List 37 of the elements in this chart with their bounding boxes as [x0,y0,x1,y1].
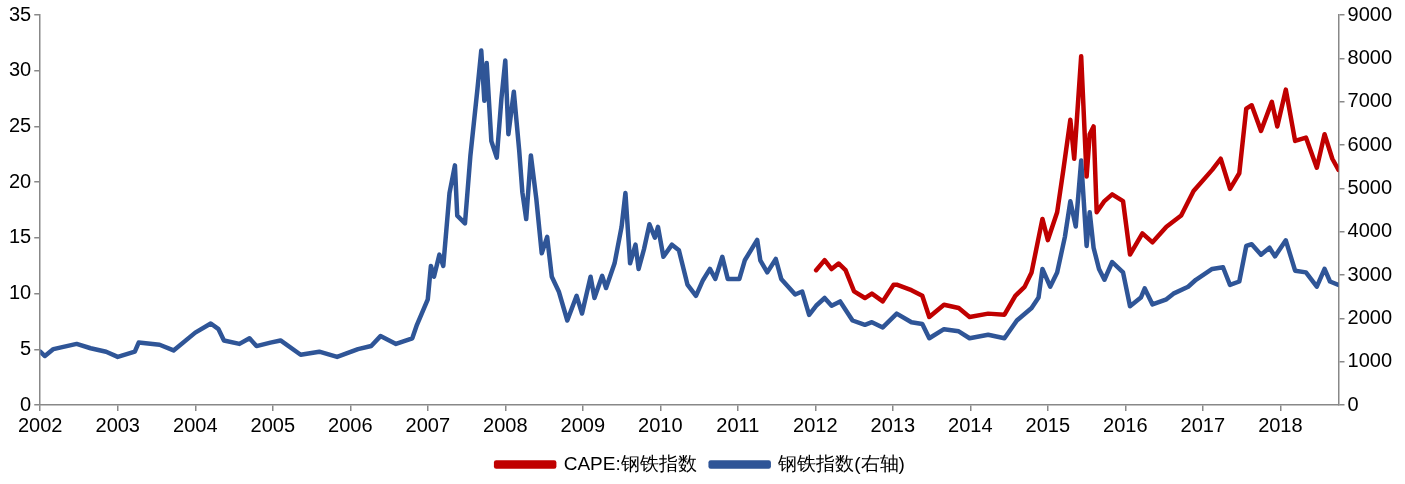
x-tick-label: 2004 [173,413,218,436]
y-tick-label: 35 [9,2,32,25]
y2-tick-label: 8000 [1347,45,1393,68]
y2-tick-label: 6000 [1347,132,1393,155]
legend-label: CAPE:钢铁指数 [563,452,697,474]
x-tick-label: 2002 [18,413,63,436]
y-tick-label: 10 [9,281,32,304]
x-tick-label: 2015 [1025,413,1071,436]
x-tick-label: 2014 [948,413,993,436]
y2-tick-label: 7000 [1347,89,1393,112]
x-tick-label: 2003 [95,413,140,436]
y-tick-label: 0 [20,392,32,415]
y2-tick-label: 2000 [1347,305,1393,328]
y-tick-label: 25 [9,113,32,136]
y-tick-label: 5 [20,336,32,359]
x-tick-label: 2005 [250,413,296,436]
y2-tick-label: 0 [1347,392,1359,415]
y-tick-label: 20 [9,169,32,192]
x-tick-label: 2007 [405,413,451,436]
x-tick-label: 2017 [1180,413,1226,436]
x-tick-label: 2010 [638,413,683,436]
y-tick-label: 30 [9,58,32,81]
x-tick-label: 2013 [870,413,916,436]
x-tick-label: 2018 [1258,413,1303,436]
x-tick-label: 2012 [793,413,838,436]
y2-tick-label: 5000 [1347,175,1393,198]
x-tick-label: 2009 [560,413,606,436]
y2-tick-label: 1000 [1347,349,1393,372]
y2-tick-label: 4000 [1347,219,1393,242]
y2-tick-label: 9000 [1347,2,1393,25]
x-tick-label: 2016 [1103,413,1148,436]
y2-tick-label: 3000 [1347,262,1393,285]
x-tick-label: 2011 [716,413,760,436]
legend-label: 钢铁指数(右轴) [777,452,905,474]
x-tick-label: 2008 [483,413,528,436]
y-tick-label: 15 [9,225,32,248]
x-tick-label: 2006 [328,413,373,436]
